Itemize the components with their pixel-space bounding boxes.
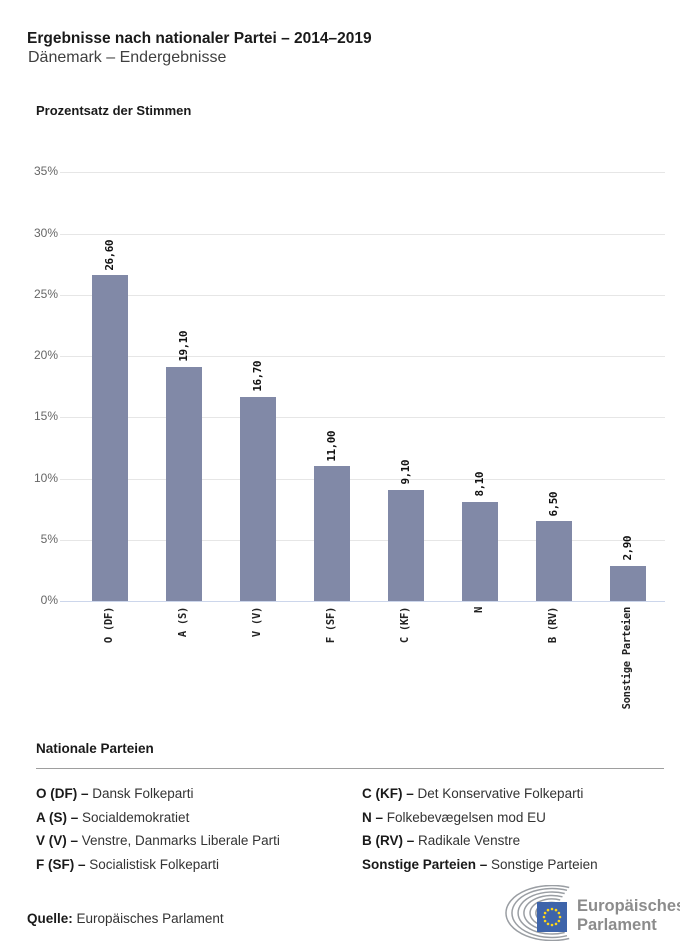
gridline [60, 294, 665, 296]
bar [388, 489, 424, 601]
legend-item: F (SF) – Socialistisk Folkeparti [36, 853, 280, 877]
legend-item-key: Sonstige Parteien – [362, 856, 492, 872]
legend-divider [36, 768, 664, 769]
source-text: Europäisches Parlament [76, 911, 224, 926]
bar [462, 501, 498, 601]
bar-value-label: 11,00 [325, 430, 338, 462]
page-title: Ergebnisse nach nationaler Partei – 2014… [27, 30, 372, 48]
gridline [60, 478, 665, 480]
bar-value-label: 16,70 [251, 360, 264, 392]
gridline [60, 356, 665, 358]
legend-item-key: B (RV) – [362, 833, 419, 848]
y-axis-label: 5% [40, 531, 58, 546]
x-axis-line [60, 601, 665, 602]
legend-item: A (S) – Socialdemokratiet [36, 806, 280, 830]
y-axis-label: 30% [33, 225, 58, 240]
bar [240, 396, 276, 601]
bar-value-label: 2,90 [621, 536, 634, 561]
gridline [60, 233, 665, 235]
legend-item-key: F (SF) – [36, 856, 90, 872]
legend-column-right: C (KF) – Det Konservative Folkeparti N – … [362, 782, 598, 876]
x-axis-label: N [473, 607, 485, 614]
legend-item-name: Folkebevægelsen mod EU [386, 809, 546, 825]
legend-item-name: Socialistisk Folkeparti [89, 856, 220, 872]
gridline [60, 539, 665, 541]
legend-item-name: Venstre, Danmarks Liberale Parti [81, 833, 280, 848]
legend-item: V (V) – Venstre, Danmarks Liberale Parti [36, 829, 280, 853]
bar [536, 521, 572, 601]
x-axis-label: V (V) [251, 607, 263, 638]
y-axis-label: 35% [33, 164, 58, 179]
y-axis-label: 0% [40, 593, 58, 607]
legend-item: Sonstige Parteien – Sonstige Parteien [362, 853, 598, 877]
legend-column-left: O (DF) – Dansk Folkeparti A (S) – Sociald… [36, 782, 280, 876]
bar-value-label: 26,60 [103, 239, 116, 271]
y-axis-label: 25% [33, 286, 58, 301]
x-axis-label: F (SF) [325, 607, 337, 644]
y-axis-label: 10% [33, 470, 58, 485]
legend-item-name: Dansk Folkeparti [92, 786, 194, 801]
bar-value-label: 9,10 [399, 460, 412, 485]
bar [610, 565, 646, 601]
source-label: Quelle: [27, 911, 73, 926]
bar [92, 275, 128, 601]
x-axis-label: Sonstige Parteien [621, 607, 633, 710]
source-line: Quelle: Europäisches Parlament [27, 911, 224, 926]
legend-item-name: Radikale Venstre [418, 833, 521, 848]
page-subtitle: Dänemark – Endergebnisse [28, 49, 227, 66]
x-axis-label: C (KF) [399, 607, 411, 644]
legend-item: O (DF) – Dansk Folkeparti [36, 782, 280, 806]
legend-item-name: Socialdemokratiet [82, 809, 190, 825]
legend-item: N – Folkebevægelsen mod EU [362, 806, 598, 830]
hemicycle-logo-icon: Europäisches Parlament [505, 884, 685, 942]
gridline [60, 172, 665, 174]
bar-value-label: 8,10 [473, 472, 486, 497]
legend-item-key: C (KF) – [362, 786, 418, 801]
bar-value-label: 6,50 [547, 491, 560, 517]
eu-flag-icon [537, 902, 567, 932]
logo-text-line2: Parlament [577, 916, 657, 934]
legend-item: C (KF) – Det Konservative Folkeparti [362, 782, 598, 806]
y-axis-label: 20% [33, 348, 58, 363]
x-axis-label: B (RV) [547, 607, 559, 644]
x-axis-label: A (S) [177, 607, 189, 638]
legend-item-name: Det Konservative Folkeparti [417, 786, 584, 801]
legend-item-key: N – [362, 809, 387, 825]
legend-title: Nationale Parteien [36, 741, 154, 756]
y-axis-title: Prozentsatz der Stimmen [36, 103, 192, 118]
legend-item-key: A (S) – [36, 809, 83, 825]
y-axis-label: 15% [33, 409, 58, 424]
legend-item-key: V (V) – [36, 833, 82, 848]
logo-text-line1: Europäisches [577, 897, 680, 915]
legend-item-name: Sonstige Parteien [491, 856, 598, 872]
legend-item: B (RV) – Radikale Venstre [362, 829, 598, 853]
bar [314, 466, 350, 601]
european-parliament-logo: Europäisches Parlament [504, 884, 685, 942]
x-axis-label: O (DF) [103, 607, 115, 644]
legend-item-key: O (DF) – [36, 786, 93, 801]
gridline [60, 417, 665, 419]
bar [166, 367, 202, 601]
bar-value-label: 19,10 [177, 331, 190, 363]
